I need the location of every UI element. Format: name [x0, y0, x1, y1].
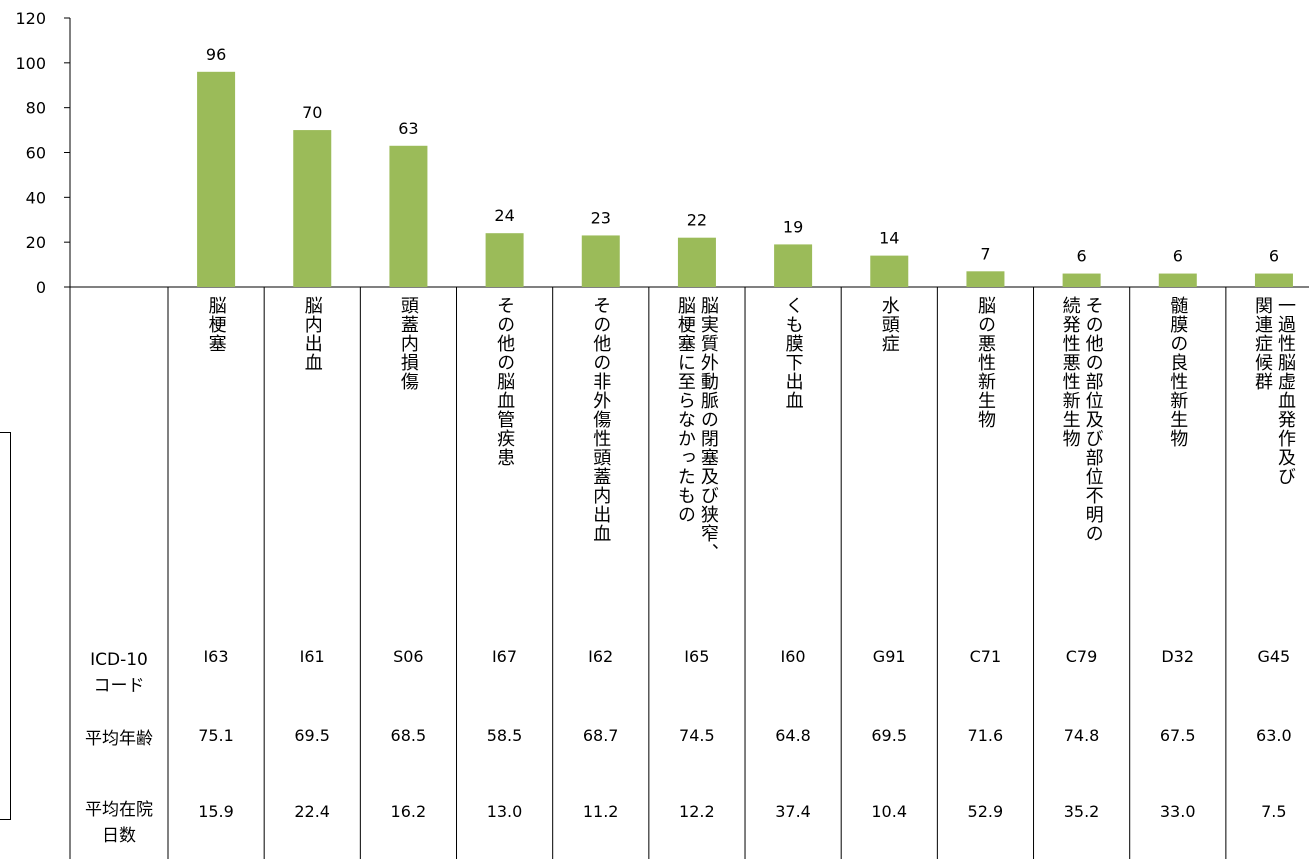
category-label: 髄膜の良性新生物 [1167, 296, 1189, 448]
category-label: くも膜下出血 [782, 296, 804, 410]
avg-age-cell: 75.1 [198, 726, 234, 745]
icd-code-cell: C71 [969, 647, 1002, 666]
bar [197, 71, 236, 287]
bar-value-label: 96 [206, 45, 226, 64]
bar-value-label: 23 [591, 208, 611, 227]
avg-age-cell: 74.8 [1063, 726, 1100, 745]
icd-code-cell: I65 [684, 647, 710, 666]
icd-code-cell: G91 [872, 647, 906, 666]
bar-value-label: 19 [783, 217, 803, 236]
icd-code-cell: I63 [203, 647, 229, 666]
icd-code-cell: C79 [1065, 647, 1098, 666]
bar-value-label: 14 [879, 229, 899, 248]
table-row-header: 平均年齢 [85, 729, 153, 749]
y-tick-label: 60 [26, 144, 46, 163]
bar [1158, 273, 1197, 287]
avg-stay-cell: 22.4 [294, 802, 330, 821]
avg-stay-cell: 13.0 [486, 802, 523, 821]
bar-value-label: 7 [980, 244, 990, 263]
left-frame [0, 432, 11, 820]
category-label: その他の脳血管疾患 [494, 296, 516, 467]
y-tick-label: 120 [15, 9, 46, 28]
avg-stay-cell: 10.4 [871, 802, 907, 821]
avg-stay-cell: 11.2 [582, 802, 619, 821]
category-label: 脳内出血 [301, 296, 323, 372]
avg-age-cell: 69.5 [871, 726, 907, 745]
table-row-header: ICD-10 コード [90, 650, 148, 696]
icd-code-cell: D32 [1161, 647, 1195, 666]
avg-stay-cell: 12.2 [679, 802, 715, 821]
bar-value-label: 6 [1173, 247, 1183, 266]
bar [1062, 273, 1101, 287]
icd-code-cell: I62 [588, 647, 614, 666]
avg-age-cell: 64.8 [775, 726, 811, 745]
bar [870, 255, 909, 287]
bar-value-label: 63 [398, 119, 418, 138]
bar-value-label: 22 [687, 211, 707, 230]
bar-value-label: 70 [302, 103, 322, 122]
avg-stay-cell: 15.9 [198, 802, 234, 821]
icd-code-cell: S06 [393, 647, 424, 666]
table-lines [167, 287, 1227, 859]
avg-stay-cell: 16.2 [390, 802, 427, 821]
y-tick-label: 20 [26, 233, 46, 252]
avg-stay-cell: 52.9 [967, 802, 1004, 821]
avg-age-cell: 67.5 [1159, 726, 1196, 745]
bar [774, 244, 813, 287]
y-tick-label: 40 [26, 188, 46, 207]
avg-stay-cell: 7.5 [1261, 802, 1287, 821]
avg-stay-cell: 35.2 [1063, 802, 1100, 821]
bar [966, 271, 1005, 287]
bar [389, 145, 428, 287]
bar [485, 233, 524, 287]
category-label: 脳実質外動脈の閉塞及び狭窄、 脳梗塞に至らなかったもの [674, 296, 719, 562]
category-label: その他の非外傷性頭蓋内出血 [590, 296, 612, 543]
category-label: 水頭症 [878, 296, 900, 353]
avg-age-cell: 69.5 [294, 726, 330, 745]
bar-value-label: 6 [1077, 247, 1087, 266]
avg-age-cell: 68.5 [390, 726, 427, 745]
icd-code-cell: I67 [491, 647, 518, 666]
y-tick-label: 0 [36, 278, 46, 297]
avg-age-cell: 58.5 [486, 726, 523, 745]
bar [1254, 273, 1293, 287]
bar [581, 235, 620, 287]
icd-code-cell: I61 [299, 647, 325, 666]
avg-age-cell: 68.7 [582, 726, 619, 745]
category-label: 一過性脳虚血発作及び 関連症候群 [1251, 296, 1296, 486]
bar-value-label: 24 [494, 206, 514, 225]
bar-value-label: 6 [1269, 247, 1279, 266]
bars [197, 71, 1293, 287]
data-labels: 96 70 63 24 23 22 19 14 7 6 6 6 [206, 45, 1279, 266]
category-label: その他の部位及び部位不明の 続発性悪性新生物 [1059, 296, 1104, 543]
category-label: 脳の悪性新生物 [974, 296, 996, 429]
y-tick-label: 80 [26, 99, 46, 118]
bar [677, 237, 716, 287]
avg-age-cell: 71.6 [967, 726, 1004, 745]
avg-stay-cell: 33.0 [1159, 802, 1196, 821]
table-row-header: 平均在院 日数 [85, 800, 153, 846]
y-tick-label: 100 [15, 54, 46, 73]
category-label: 脳梗塞 [205, 296, 227, 353]
avg-age-cell: 63.0 [1256, 726, 1292, 745]
bar [293, 130, 332, 287]
category-label: 頭蓋内損傷 [397, 296, 419, 391]
icd-code-cell: I60 [780, 647, 806, 666]
icd-code-cell: G45 [1257, 647, 1291, 666]
avg-age-cell: 74.5 [679, 726, 715, 745]
avg-stay-cell: 37.4 [775, 802, 811, 821]
